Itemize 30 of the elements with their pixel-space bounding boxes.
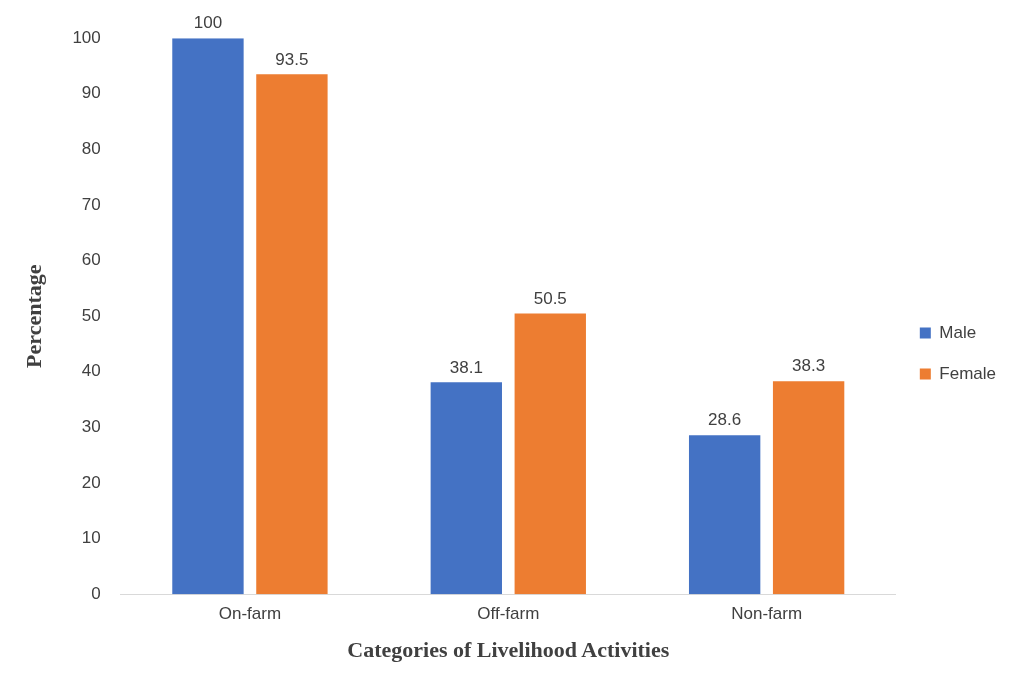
y-tick-label: 20 bbox=[81, 472, 101, 492]
legend-label: Female bbox=[939, 363, 996, 383]
y-tick-label: 0 bbox=[91, 583, 101, 603]
data-label: 100 bbox=[193, 13, 223, 33]
data-label: 50.5 bbox=[533, 288, 567, 308]
y-tick-label: 50 bbox=[81, 305, 101, 325]
y-tick-label: 30 bbox=[81, 417, 101, 437]
x-tick-label: Non-farm bbox=[731, 604, 803, 624]
bar bbox=[688, 435, 761, 595]
y-axis-title: Percentage bbox=[20, 264, 46, 368]
bar bbox=[172, 38, 244, 595]
y-tick-label: 80 bbox=[81, 139, 101, 159]
bar bbox=[514, 313, 586, 595]
bar bbox=[772, 381, 845, 595]
x-axis-title: Categories of Livelihood Activities bbox=[347, 637, 670, 663]
y-tick-label: 10 bbox=[81, 528, 101, 548]
bar bbox=[256, 74, 328, 595]
y-tick-label: 60 bbox=[81, 250, 101, 270]
data-label: 93.5 bbox=[275, 49, 309, 69]
y-tick-label: 100 bbox=[72, 27, 101, 47]
y-tick-label: 70 bbox=[81, 194, 101, 214]
data-label: 28.6 bbox=[708, 410, 742, 430]
data-label: 38.3 bbox=[792, 356, 826, 376]
bar bbox=[430, 382, 502, 595]
y-tick-label: 40 bbox=[81, 361, 101, 381]
x-tick-label: Off-farm bbox=[477, 604, 540, 624]
data-label: 38.1 bbox=[449, 357, 483, 377]
x-tick-label: On-farm bbox=[218, 604, 282, 624]
legend-label: Male bbox=[939, 322, 977, 342]
y-tick-label: 90 bbox=[81, 83, 101, 103]
